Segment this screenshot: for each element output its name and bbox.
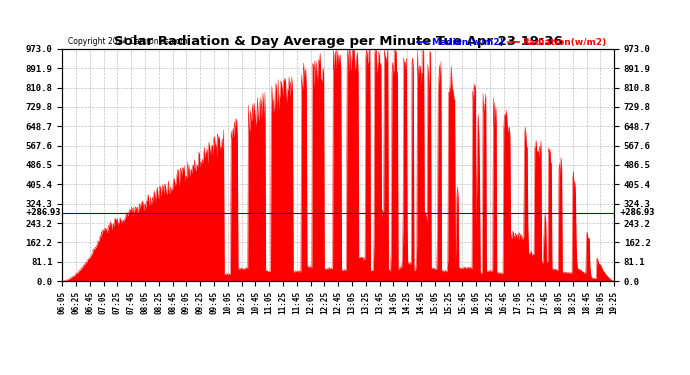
Legend: Median(w/m2), Radiation(w/m2): Median(w/m2), Radiation(w/m2) xyxy=(414,34,609,51)
Title: Solar Radiation & Day Average per Minute Tue Apr 23 19:36: Solar Radiation & Day Average per Minute… xyxy=(114,34,562,48)
Text: +286.93: +286.93 xyxy=(26,208,61,217)
Text: Copyright 2024 Cartronics.com: Copyright 2024 Cartronics.com xyxy=(68,38,187,46)
Text: +286.93: +286.93 xyxy=(620,208,655,217)
